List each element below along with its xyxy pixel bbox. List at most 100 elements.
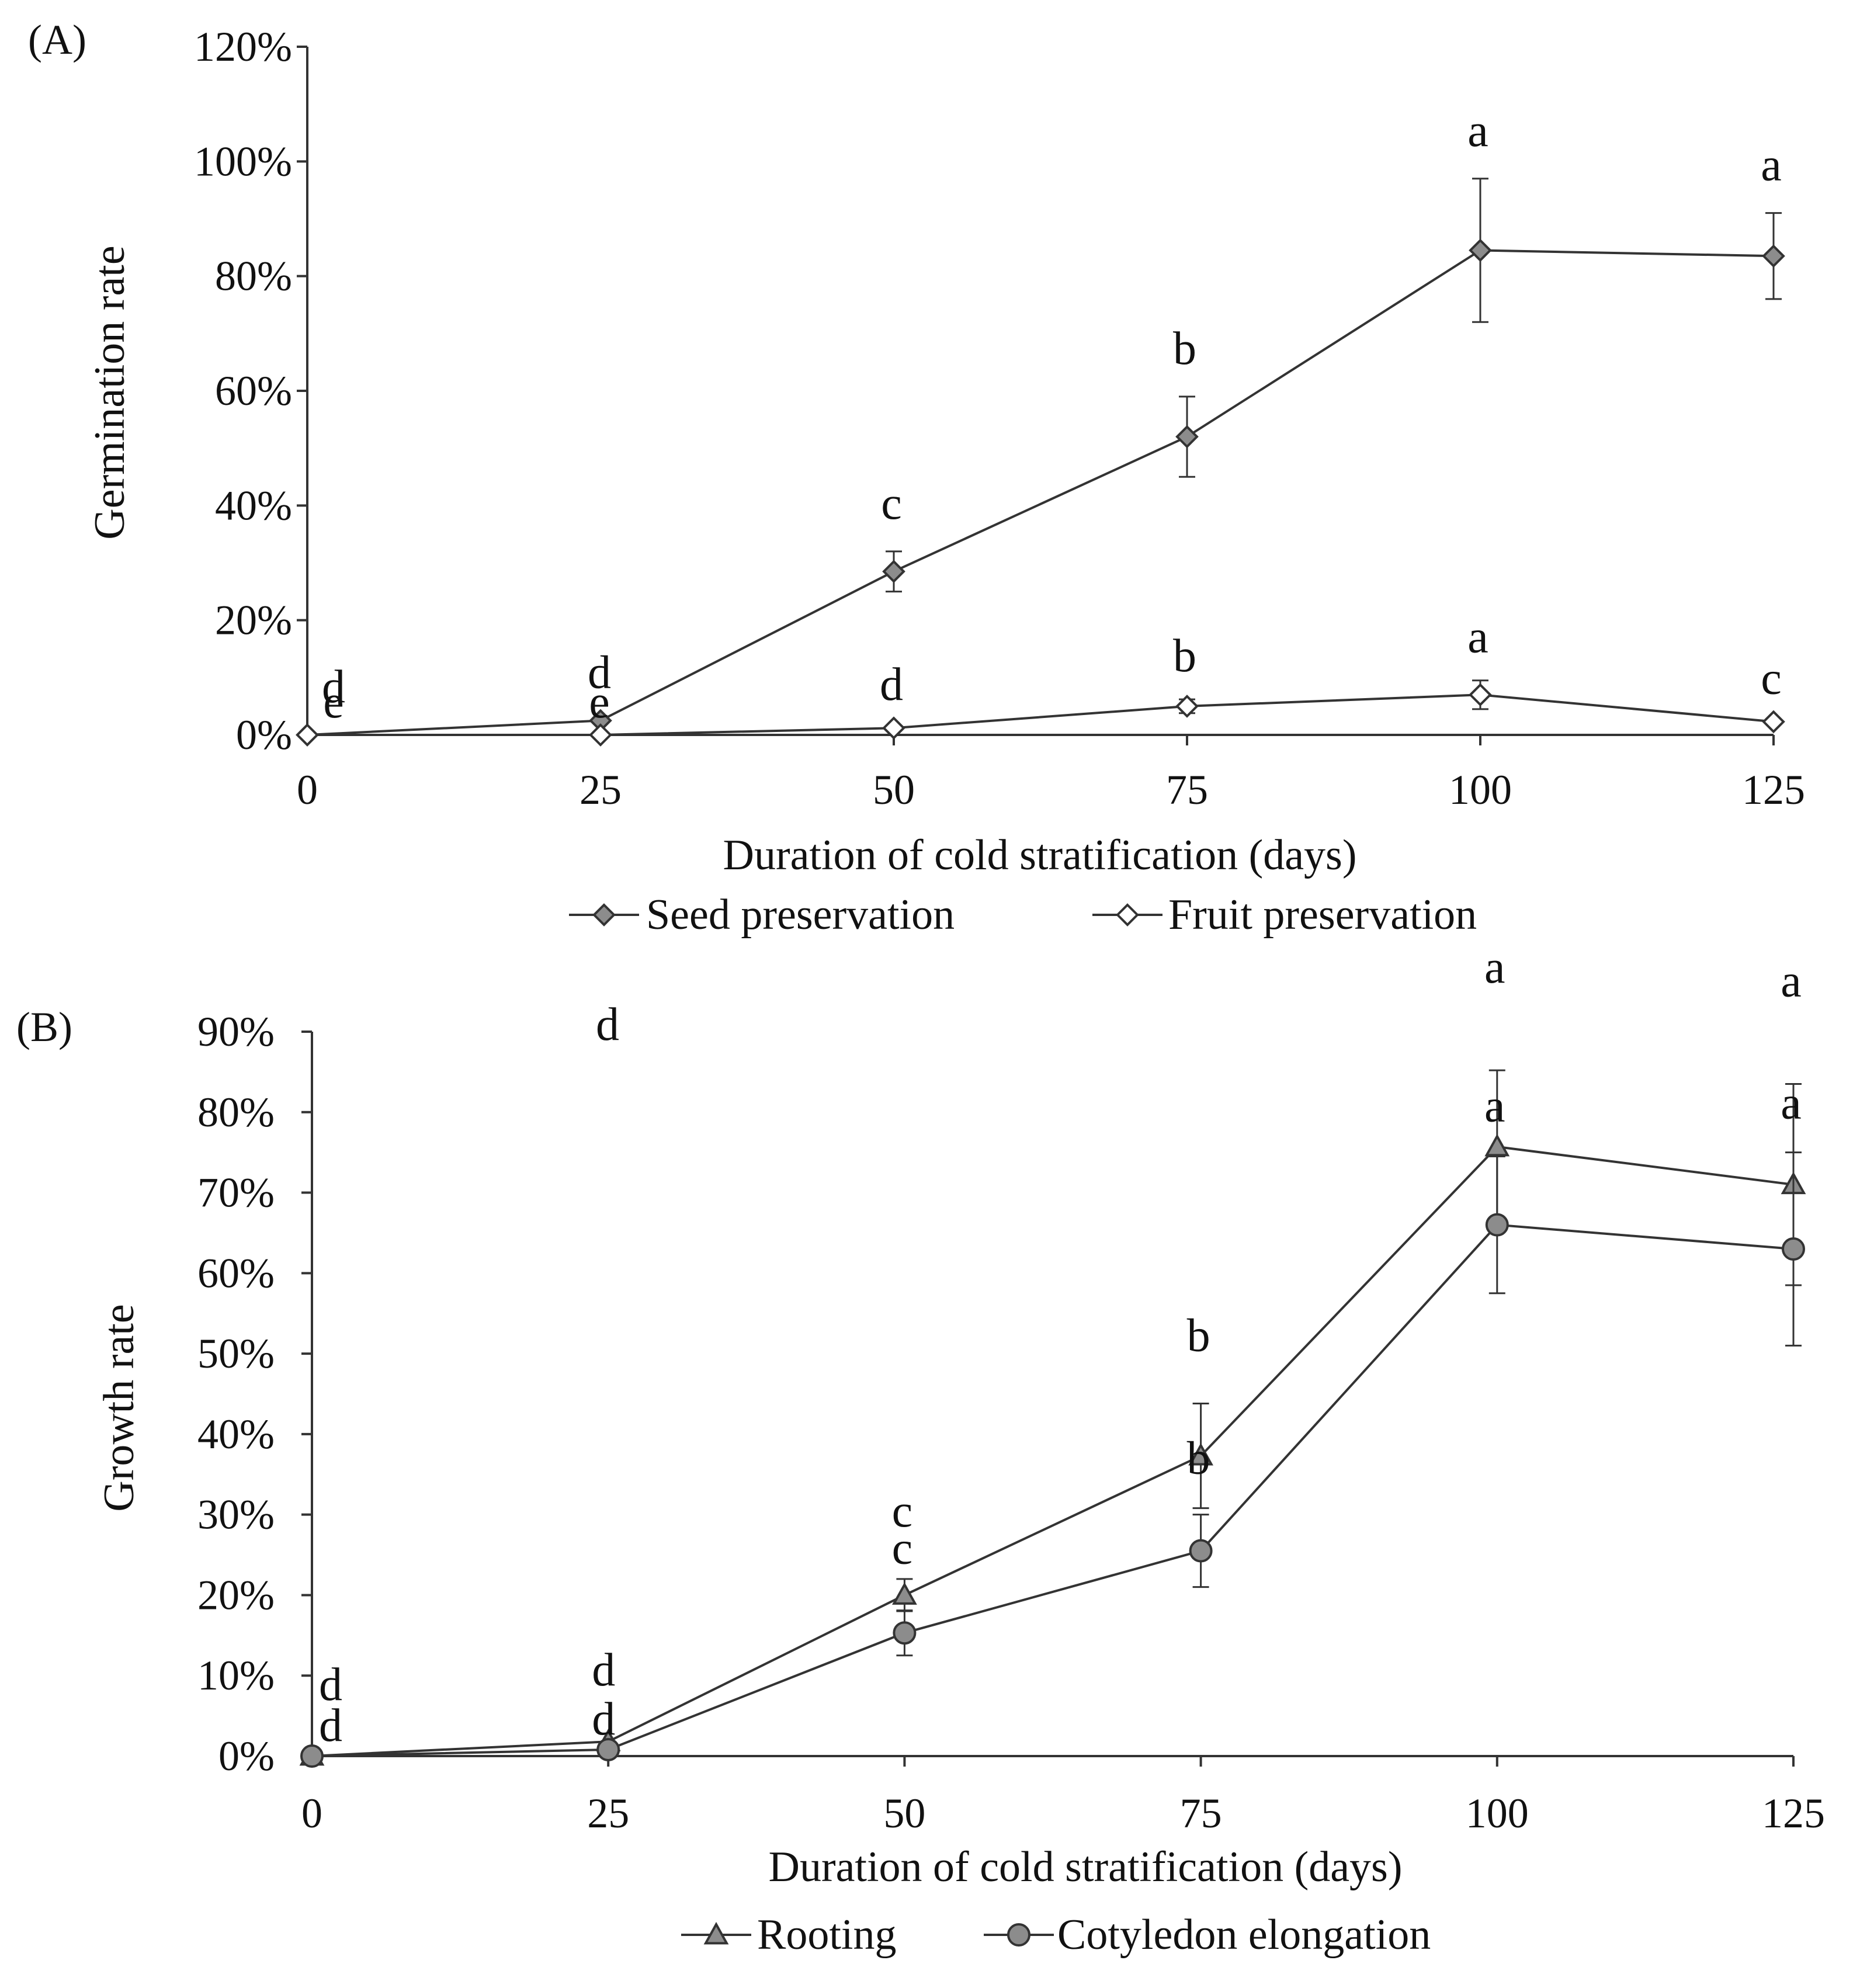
significance-letter: e <box>589 676 610 728</box>
significance-letter: d <box>319 1700 342 1751</box>
panel-a-y-ticks: 0% 20% 40% 60% 80% 100% 120% <box>194 23 307 758</box>
significance-letter: a <box>1781 1078 1802 1129</box>
y-tick-label: 70% <box>197 1170 275 1216</box>
panel-a-label: (A) <box>28 16 86 63</box>
data-point <box>1484 1133 1510 1157</box>
significance-letter: c <box>892 1486 913 1537</box>
significance-letter: d <box>592 1644 615 1696</box>
panel-b-label: (B) <box>16 1004 72 1050</box>
legend-fruit-preservation-label: Fruit preservation <box>1168 891 1477 939</box>
data-point <box>882 560 905 584</box>
data-point <box>1782 1237 1805 1261</box>
y-tick-label: 90% <box>197 1008 275 1055</box>
y-tick-label: 20% <box>215 597 292 644</box>
significance-letter: d <box>322 661 345 713</box>
x-tick-label: 75 <box>1180 1790 1222 1837</box>
legend-rooting-label: Rooting <box>757 1911 896 1959</box>
series-line <box>307 693 1774 736</box>
significance-letter: d <box>880 659 903 710</box>
significance-letter: a <box>1484 1081 1505 1132</box>
series-line <box>307 249 1774 736</box>
panel-a-x-ticks: 0 25 50 75 100 125 <box>297 735 1805 813</box>
series-seed-preservation: d d c b a a <box>296 105 1785 747</box>
significance-letter: e <box>323 676 344 728</box>
data-point <box>1175 425 1199 449</box>
panel-b-x-axis-label: Duration of cold stratification (days) <box>769 1843 1403 1891</box>
y-tick-label: 10% <box>197 1652 275 1699</box>
significance-letter: a <box>1467 105 1488 157</box>
y-tick-label: 60% <box>215 367 292 414</box>
y-tick-label: 0% <box>218 1733 275 1779</box>
x-tick-label: 0 <box>301 1790 322 1837</box>
data-point <box>589 723 612 747</box>
data-point <box>893 1621 917 1645</box>
data-point <box>1485 1213 1509 1237</box>
panel-b-y-ticks: 0% 10% 20% 30% 40% 50% 60% 70% 80% 90% <box>197 1008 312 1779</box>
significance-letter: b <box>1187 1433 1210 1484</box>
y-tick-label: 40% <box>215 482 292 529</box>
panel-b: (B) d 0% 10% 20% 30% 40% 50% 60% 70% 80% 90% 0 25 5… <box>16 942 1825 1959</box>
panel-b-y-axis-label: Growth rate <box>95 1304 143 1511</box>
data-point <box>1469 238 1492 262</box>
panel-a-legend: Seed preservation Fruit preservation <box>569 891 1477 939</box>
x-tick-label: 25 <box>587 1790 629 1837</box>
panel-b-stray-letter: d <box>596 999 619 1050</box>
series-line <box>311 1145 1794 1757</box>
data-point <box>596 1737 620 1761</box>
panel-a: (A) 0% 20% 40% 60% 80% 100% 120% 0 25 50 75 100 125… <box>28 16 1805 939</box>
panel-a-y-axis-label: Germination rate <box>86 245 134 539</box>
significance-letter: c <box>892 1523 913 1574</box>
y-tick-label: 60% <box>197 1250 275 1296</box>
significance-letter: d <box>592 1694 615 1745</box>
data-point <box>1762 244 1785 268</box>
panel-b-axes <box>311 1032 1793 1757</box>
significance-letter: a <box>1781 956 1802 1007</box>
panel-b-x-ticks: 0 25 50 75 100 125 <box>301 1756 1825 1837</box>
legend-seed-preservation-marker <box>592 903 616 927</box>
data-point <box>1188 1442 1213 1466</box>
panel-a-x-axis-label: Duration of cold stratification (days) <box>723 831 1357 879</box>
data-point <box>882 716 905 740</box>
legend-seed-preservation-label: Seed preservation <box>646 891 955 939</box>
y-tick-label: 20% <box>197 1571 275 1618</box>
y-tick-label: 50% <box>197 1330 275 1377</box>
y-tick-label: 0% <box>236 712 292 758</box>
x-tick-label: 50 <box>873 766 915 813</box>
significance-letter: b <box>1173 323 1196 374</box>
significance-letter: d <box>319 1659 342 1711</box>
x-tick-label: 125 <box>1742 766 1805 813</box>
y-tick-label: 100% <box>194 138 292 185</box>
x-tick-label: 75 <box>1166 766 1208 813</box>
y-tick-label: 80% <box>215 253 292 300</box>
data-point <box>892 1582 917 1605</box>
data-point <box>300 1744 324 1768</box>
significance-letter: c <box>881 478 902 529</box>
legend-fruit-preservation-marker <box>1116 903 1139 927</box>
significance-letter: c <box>1761 653 1782 704</box>
y-tick-label: 30% <box>197 1491 275 1538</box>
legend-cotyledon-elongation-label: Cotyledon elongation <box>1057 1911 1431 1959</box>
data-point <box>296 723 319 747</box>
x-tick-label: 0 <box>297 766 318 813</box>
data-point <box>1469 683 1492 707</box>
panel-b-legend: Rooting Cotyledon elongation <box>681 1911 1431 1959</box>
x-tick-label: 100 <box>1449 766 1512 813</box>
legend-rooting-marker <box>703 1921 729 1945</box>
series-line <box>311 1223 1794 1757</box>
significance-letter: a <box>1484 942 1505 993</box>
x-tick-label: 100 <box>1466 1790 1529 1837</box>
x-tick-label: 125 <box>1762 1790 1825 1837</box>
significance-letter: a <box>1761 140 1782 191</box>
y-tick-label: 120% <box>194 23 292 70</box>
data-point <box>1762 710 1785 734</box>
series-fruit-preservation: e e db ac <box>296 612 1785 747</box>
y-tick-label: 80% <box>197 1089 275 1136</box>
legend-cotyledon-elongation-marker <box>1007 1923 1030 1947</box>
x-tick-label: 50 <box>883 1790 925 1837</box>
y-tick-label: 40% <box>197 1411 275 1458</box>
x-tick-label: 25 <box>579 766 622 813</box>
significance-letter: b <box>1187 1310 1210 1362</box>
